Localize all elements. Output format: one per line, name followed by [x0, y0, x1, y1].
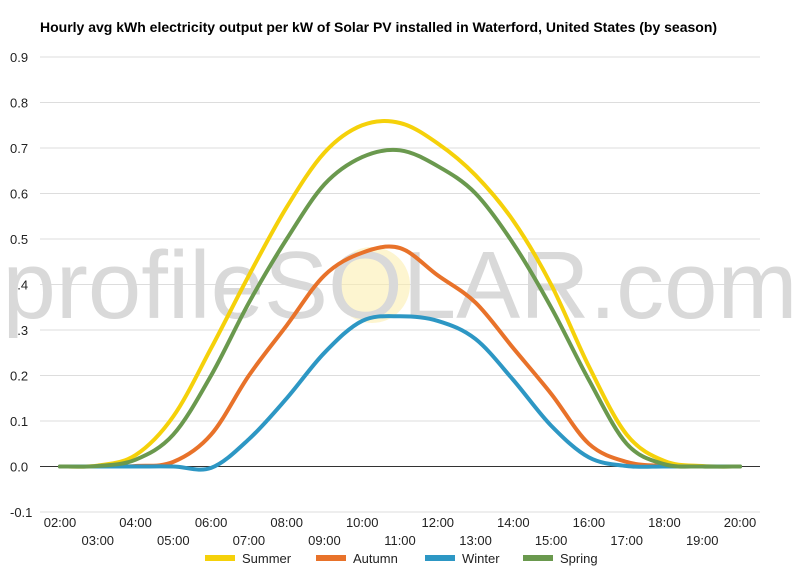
legend-swatch-summer — [205, 555, 235, 561]
x-tick-label: 19:00 — [686, 533, 719, 548]
series-line-spring — [58, 147, 742, 469]
x-tick-label: 03:00 — [82, 533, 115, 548]
x-tick-label: 17:00 — [610, 533, 643, 548]
y-axis-ticks: -0.1 0.0 0.1 0.2 0.3 0.4 0.5 0.6 0.7 0.8 0.9 — [10, 50, 32, 520]
legend-swatch-winter — [425, 555, 455, 561]
legend-label-winter: Winter — [462, 551, 500, 566]
y-tick-label: 0.5 — [10, 232, 28, 247]
y-tick-label: 0.2 — [10, 369, 28, 384]
x-tick-label: 20:00 — [724, 515, 757, 530]
x-axis-ticks: 02:00 03:00 04:00 05:00 06:00 07:00 08:00 09:00… — [44, 515, 757, 548]
x-tick-label: 14:00 — [497, 515, 530, 530]
x-tick-label: 06:00 — [195, 515, 228, 530]
legend-swatch-spring — [523, 555, 553, 561]
series-line-winter — [58, 314, 742, 472]
x-tick-label: 11:00 — [384, 533, 416, 548]
legend-label-autumn: Autumn — [353, 551, 398, 566]
chart-title: Hourly avg kWh electricity output per kW… — [40, 19, 717, 35]
series-lines — [58, 119, 742, 472]
series-line-autumn — [58, 244, 742, 469]
x-tick-label: 12:00 — [422, 515, 455, 530]
y-tick-label: 0.1 — [10, 414, 28, 429]
legend-swatch-autumn — [316, 555, 346, 561]
x-tick-label: 04:00 — [119, 515, 152, 530]
y-tick-label: 0.3 — [10, 323, 28, 338]
y-tick-label: 0.0 — [10, 460, 28, 475]
legend-label-spring: Spring — [560, 551, 598, 566]
x-tick-label: 16:00 — [573, 515, 606, 530]
y-tick-label: 0.9 — [10, 50, 28, 65]
x-tick-label: 15:00 — [535, 533, 568, 548]
x-tick-label: 10:00 — [346, 515, 379, 530]
y-tick-label: -0.1 — [10, 505, 32, 520]
y-tick-label: 0.4 — [10, 278, 28, 293]
y-tick-label: 0.7 — [10, 141, 28, 156]
x-tick-label: 18:00 — [648, 515, 681, 530]
x-tick-label: 09:00 — [308, 533, 341, 548]
x-tick-label: 07:00 — [233, 533, 266, 548]
y-tick-label: 0.6 — [10, 187, 28, 202]
x-tick-label: 05:00 — [157, 533, 190, 548]
legend: Summer Autumn Winter Spring — [205, 551, 598, 566]
y-tick-label: 0.8 — [10, 96, 28, 111]
watermark-sun-icon — [334, 247, 410, 323]
x-tick-label: 02:00 — [44, 515, 77, 530]
series-line-summer — [58, 119, 742, 469]
x-tick-label: 08:00 — [270, 515, 303, 530]
legend-label-summer: Summer — [242, 551, 292, 566]
x-tick-label: 13:00 — [459, 533, 492, 548]
